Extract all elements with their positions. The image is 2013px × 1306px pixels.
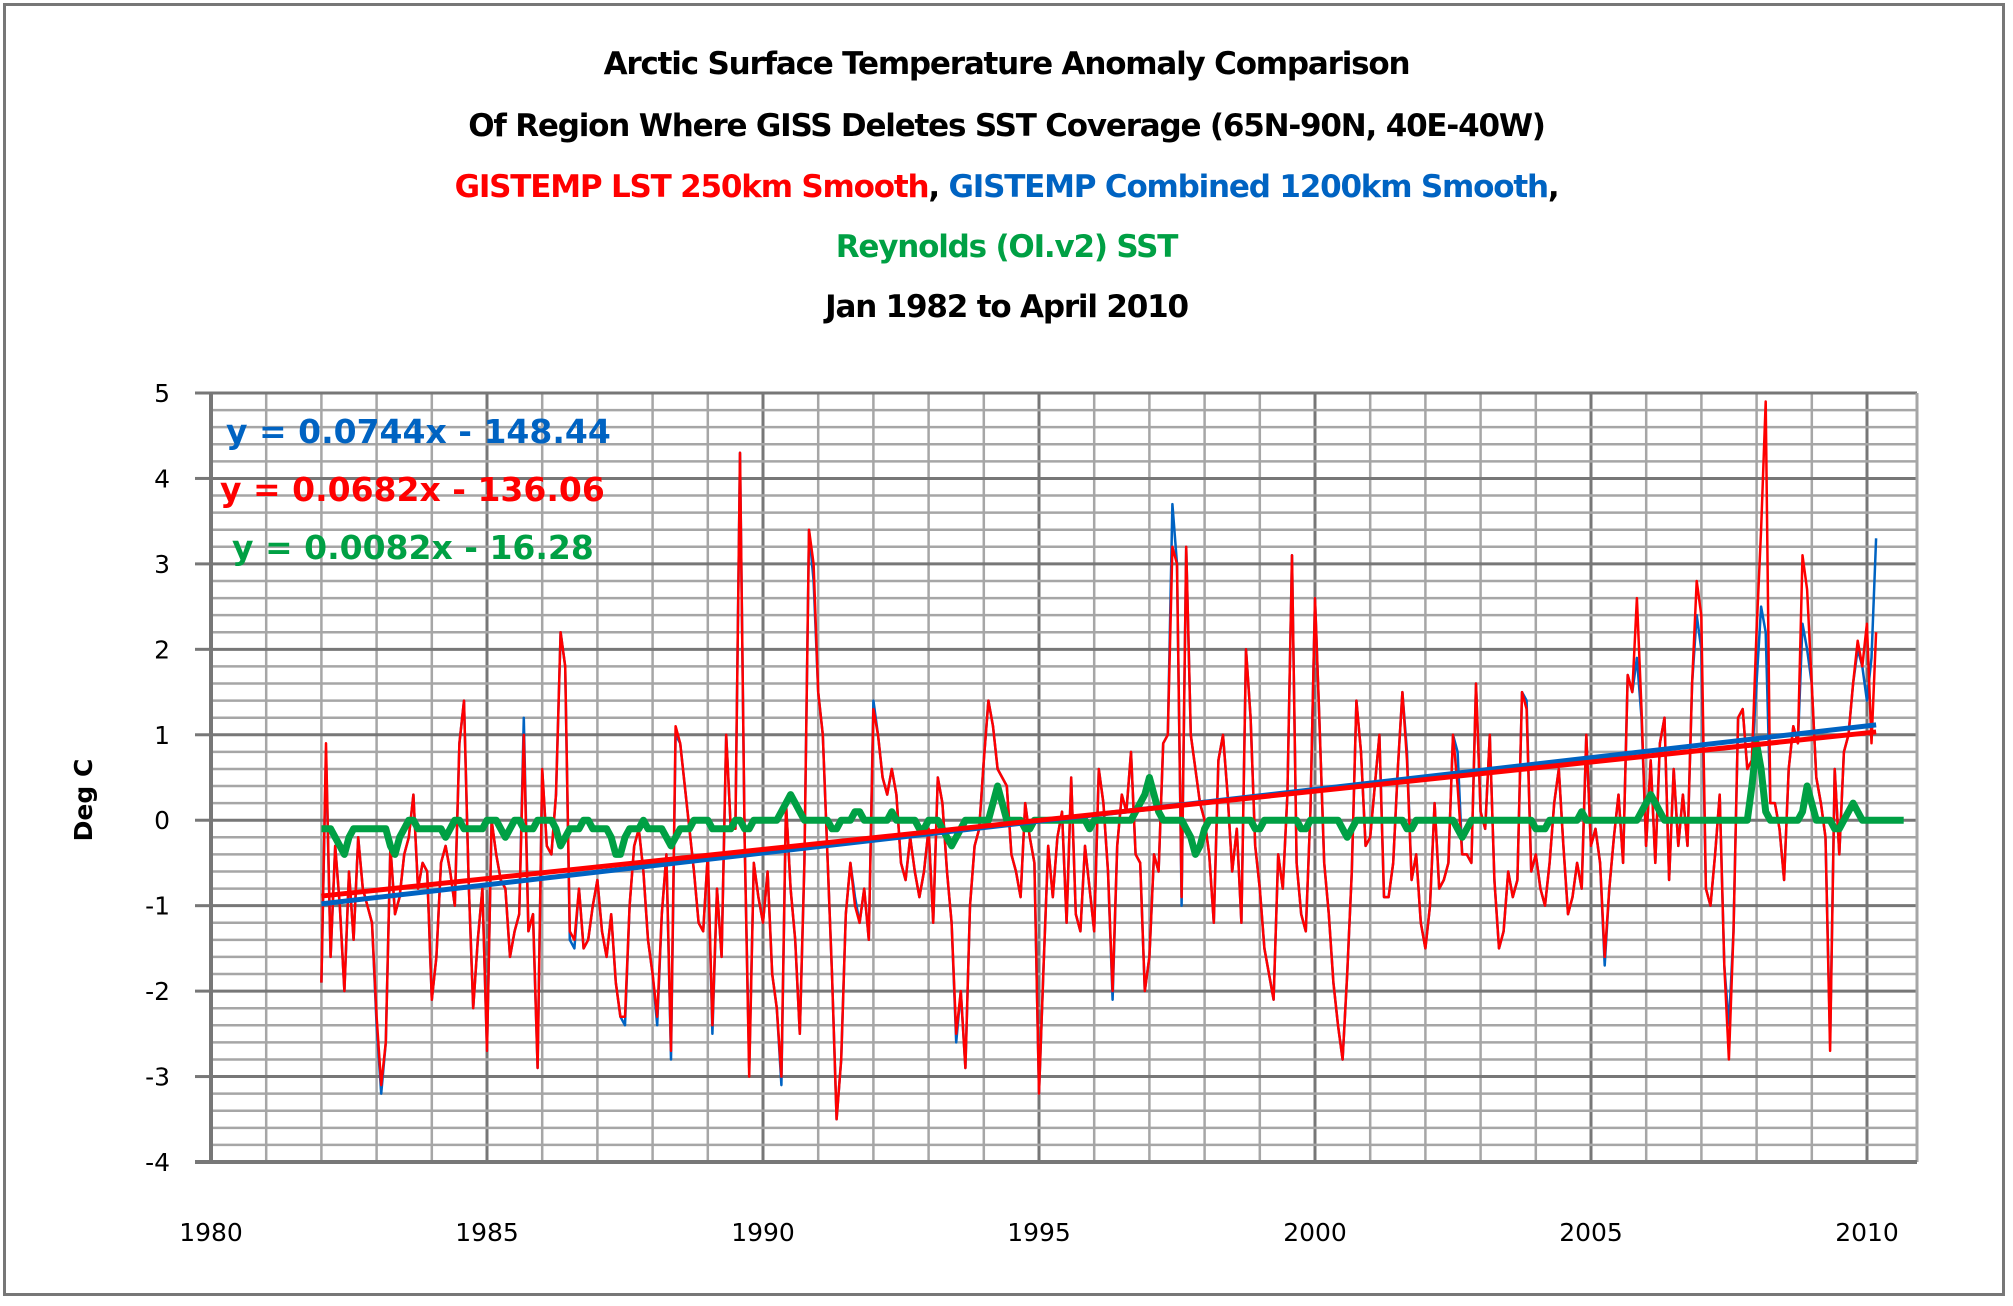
y-tick-label: 0 bbox=[154, 806, 170, 835]
y-tick-label: -2 bbox=[145, 977, 170, 1006]
y-tick-label: -1 bbox=[145, 892, 170, 921]
title-line-2: Of Region Where GISS Deletes SST Coverag… bbox=[0, 108, 2013, 144]
axes bbox=[195, 391, 1917, 1164]
title-line-3: GISTEMP LST 250km Smooth, GISTEMP Combin… bbox=[0, 169, 2013, 205]
chart-frame bbox=[3, 3, 2005, 1296]
title-segment: Of Region Where GISS Deletes SST Coverag… bbox=[468, 108, 1546, 144]
series-line-reynolds-oi-v2-sst bbox=[321, 739, 1904, 858]
y-tick-label: 3 bbox=[154, 550, 170, 579]
title-line-4: Reynolds (OI.v2) SST bbox=[0, 229, 2013, 265]
series-line-gistemp-lst-250km-smooth bbox=[320, 400, 1878, 1121]
trend-equation: y = 0.0082x - 16.28 bbox=[232, 528, 594, 567]
y-tick-label: 1 bbox=[154, 721, 170, 750]
x-tick-label: 2005 bbox=[1559, 1218, 1623, 1247]
grid bbox=[209, 391, 1919, 1164]
y-axis-label: Deg C bbox=[69, 759, 98, 842]
x-tick-label: 1990 bbox=[731, 1218, 795, 1247]
y-tick-label: 4 bbox=[154, 464, 170, 493]
title-segment: , bbox=[1547, 169, 1560, 205]
y-tick-label: -4 bbox=[145, 1148, 170, 1177]
y-tick-label: 5 bbox=[154, 379, 170, 408]
y-tick-labels: -4 -3 -2 -1 0 1 2 3 4 5 bbox=[145, 379, 170, 1177]
series-lines bbox=[320, 400, 1904, 1121]
title-line-1: Arctic Surface Temperature Anomaly Compa… bbox=[0, 46, 2013, 82]
y-tick-label: -3 bbox=[145, 1063, 170, 1092]
x-tick-label: 2010 bbox=[1835, 1218, 1899, 1247]
title-line-5: Jan 1982 to April 2010 bbox=[0, 289, 2013, 325]
title-segment: Arctic Surface Temperature Anomaly Compa… bbox=[603, 46, 1411, 82]
trend-line bbox=[321, 729, 1877, 899]
y-tick-label: 2 bbox=[154, 635, 170, 664]
x-tick-labels: 1980 1985 1990 1995 2000 2005 2010 bbox=[179, 1218, 1899, 1247]
title-segment: GISTEMP Combined 1200km Smooth bbox=[948, 169, 1550, 205]
trend-equation: y = 0.0744x - 148.44 bbox=[226, 412, 611, 451]
trend-lines bbox=[321, 722, 1877, 907]
trend-equations: y = 0.0744x - 148.44 y = 0.0682x - 136.06… bbox=[220, 412, 611, 567]
x-tick-label: 1995 bbox=[1007, 1218, 1071, 1247]
title-segment: Jan 1982 to April 2010 bbox=[825, 289, 1189, 325]
x-tick-label: 1985 bbox=[455, 1218, 519, 1247]
title-segment: GISTEMP LST 250km Smooth bbox=[454, 169, 930, 205]
x-tick-label: 1980 bbox=[179, 1218, 243, 1247]
trend-equation: y = 0.0682x - 136.06 bbox=[220, 470, 605, 509]
title-segment: , bbox=[928, 169, 949, 205]
title-segment: Reynolds (OI.v2) SST bbox=[835, 229, 1179, 265]
x-tick-label: 2000 bbox=[1283, 1218, 1347, 1247]
